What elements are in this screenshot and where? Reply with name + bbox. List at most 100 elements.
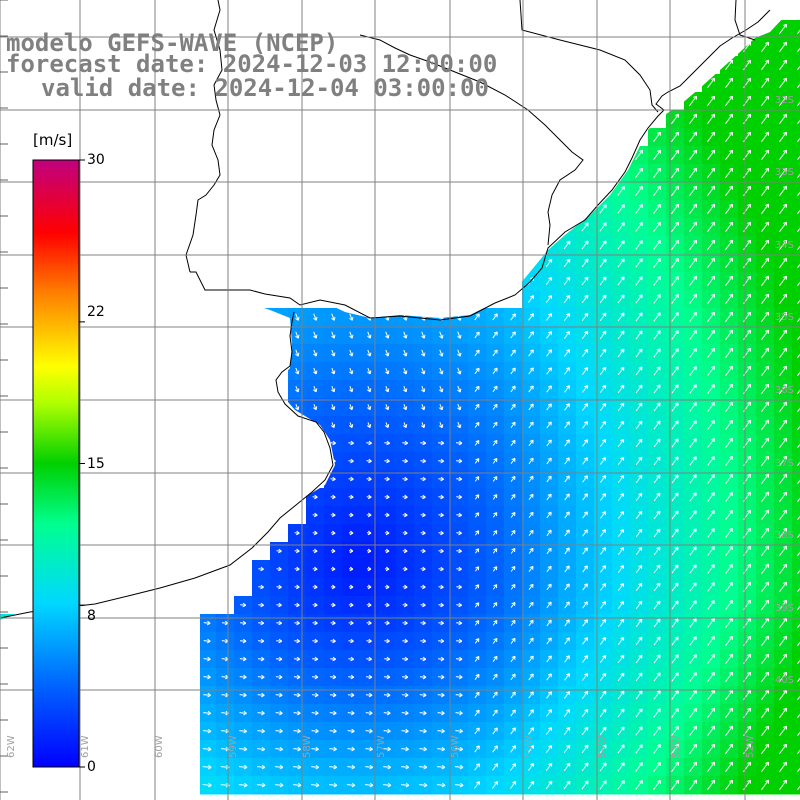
wind-arrow — [653, 294, 661, 304]
wind-arrow — [671, 456, 679, 466]
wind-arrow — [635, 762, 643, 772]
wind-arrow — [653, 618, 661, 628]
wind-arrow — [295, 331, 300, 339]
wind-arrow — [635, 185, 643, 196]
wind-arrow — [510, 691, 516, 699]
wind-arrow — [454, 764, 464, 770]
wind-arrow — [546, 439, 552, 447]
wind-arrow — [384, 602, 390, 608]
wind-arrow — [257, 710, 265, 716]
wind-arrow — [313, 331, 318, 339]
wind-arrow — [203, 674, 211, 680]
wind-arrow — [779, 419, 788, 431]
wind-arrow — [294, 602, 300, 608]
wind-arrow — [797, 659, 800, 665]
wind-arrow — [689, 564, 697, 574]
wind-arrow — [797, 65, 800, 71]
wind-arrow — [725, 131, 734, 143]
wind-arrow — [348, 422, 354, 429]
wind-arrow — [582, 403, 589, 411]
wind-arrow — [329, 710, 337, 716]
wind-arrow — [582, 529, 588, 537]
wind-arrow — [779, 401, 788, 413]
wind-arrow — [474, 602, 480, 608]
wind-arrow — [779, 707, 788, 719]
wind-arrow — [689, 438, 697, 448]
wind-arrow — [402, 512, 408, 518]
wind-arrow — [528, 673, 534, 681]
wind-arrow — [707, 275, 716, 287]
field-cell — [792, 506, 800, 525]
wind-arrow — [492, 745, 498, 753]
wind-arrow — [202, 764, 212, 770]
wind-arrow — [239, 674, 247, 680]
wind-arrow — [689, 95, 698, 107]
wind-arrow — [383, 692, 391, 698]
wind-arrow — [564, 565, 570, 573]
wind-arrow — [725, 383, 733, 395]
wind-arrow — [546, 583, 552, 591]
wind-arrow — [671, 420, 679, 430]
wind-arrow — [761, 131, 770, 143]
wind-arrow — [420, 602, 426, 608]
wind-arrow — [203, 656, 211, 662]
wind-arrow — [438, 548, 444, 554]
wind-arrow — [383, 728, 391, 734]
wind-arrow — [528, 349, 534, 357]
wind-arrow — [707, 528, 715, 538]
wind-arrow — [348, 620, 354, 626]
wind-arrow — [421, 367, 426, 375]
wind-arrow — [528, 709, 534, 717]
wind-arrow — [599, 384, 607, 393]
wind-arrow — [545, 276, 553, 285]
wind-arrow — [761, 185, 770, 197]
wind-arrow — [474, 403, 480, 410]
wind-arrow — [671, 330, 679, 340]
wind-arrow — [402, 656, 409, 662]
wind-arrow — [256, 764, 266, 770]
wind-arrow — [761, 95, 770, 107]
wind-arrow — [707, 185, 716, 197]
wind-arrow — [617, 600, 625, 609]
wind-arrow — [366, 656, 373, 662]
wind-arrow — [400, 782, 410, 788]
wind-arrow — [420, 620, 426, 626]
wind-arrow — [582, 655, 589, 663]
wind-arrow — [274, 782, 284, 788]
field-cell — [792, 416, 800, 435]
wind-arrow — [366, 476, 372, 482]
wind-arrow — [761, 293, 770, 305]
wind-arrow — [276, 566, 282, 572]
wind-arrow — [725, 293, 734, 305]
wind-arrow — [779, 437, 788, 449]
wind-arrow — [492, 602, 498, 608]
wind-arrow — [492, 655, 498, 662]
wind-arrow — [457, 421, 462, 429]
wind-arrow — [635, 690, 643, 700]
title-forecast-date: forecast date: 2024-12-03 12:00:00 — [6, 50, 498, 78]
wind-arrow — [797, 209, 800, 215]
wind-arrow — [617, 654, 625, 664]
wind-arrow — [689, 689, 697, 700]
wind-arrow — [474, 313, 480, 321]
wind-arrow — [797, 191, 800, 197]
wind-arrow — [600, 475, 607, 483]
wind-arrow — [671, 546, 679, 556]
wind-arrow — [653, 312, 661, 322]
wind-arrow — [635, 474, 643, 484]
wind-arrow — [779, 329, 788, 341]
wind-arrow — [707, 725, 716, 737]
wind-arrow — [617, 672, 625, 682]
wind-arrow — [779, 41, 788, 53]
wind-arrow — [653, 779, 661, 790]
wind-arrow — [384, 404, 390, 411]
wind-arrow — [456, 458, 463, 464]
wind-arrow — [761, 239, 770, 251]
wind-arrow — [653, 654, 661, 664]
wind-arrow — [581, 762, 589, 772]
wind-arrow — [403, 385, 408, 393]
lat-label: 40S — [775, 675, 794, 686]
wind-arrow — [330, 638, 336, 644]
wind-arrow — [401, 710, 409, 716]
wind-arrow — [761, 311, 770, 323]
